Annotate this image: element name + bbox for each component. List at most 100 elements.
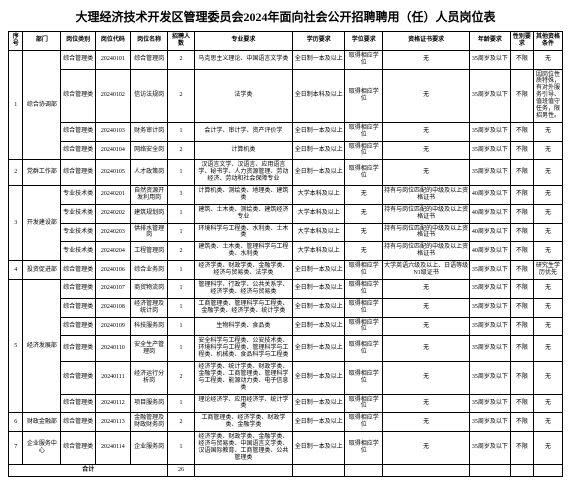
cell-num: 1 <box>168 279 194 298</box>
cell-cat: 综合管理类 <box>61 160 96 186</box>
total-value: 26 <box>168 464 194 476</box>
cell-edu: 全日制一本及以上 <box>293 141 345 160</box>
cell-num: 1 <box>168 298 194 317</box>
cell-cert: 无 <box>383 50 470 69</box>
table-row: 6财政金融部综合管理类20240113金融管理及财政财务岗2工商管理类、经济学类… <box>9 413 563 432</box>
cell-num: 1 <box>168 204 194 223</box>
cell-age: 35周岁及以下 <box>470 413 511 432</box>
cell-code: 20240112 <box>95 394 130 413</box>
cell-sex: 不限 <box>510 336 533 362</box>
cell-major: 马克思主义理论、中国语言文学类 <box>194 50 293 69</box>
table-row: 3开发建设部专业技术类20240201自然资源开发利用岗3计算机类、测绘类、地理… <box>9 186 563 205</box>
cell-age: 40周岁及以下 <box>470 223 511 242</box>
cell-name: 建筑规划岗 <box>130 204 168 223</box>
cell-major: 经济学类、财政学类、金融学类、经济与贸易类、中国语言文学类、汉语国际教育、工商管… <box>194 432 293 465</box>
cell-edu: 全日制一本及以上 <box>293 160 345 186</box>
cell-other: 无 <box>533 242 562 261</box>
cell-num: 1 <box>168 394 194 413</box>
cell-cert: 无 <box>383 432 470 465</box>
cell-sex: 不限 <box>510 432 533 465</box>
cell-dept: 综合协调部 <box>23 50 61 160</box>
cell-num: 1 <box>168 432 194 465</box>
page-title: 大理经济技术开发区管理委员会2024年面向社会公开招聘聘用（任）人员岗位表 <box>8 8 563 25</box>
column-header-age: 年龄要求 <box>470 32 511 51</box>
cell-code: 20240110 <box>95 336 130 362</box>
column-header-seq: 序号 <box>9 32 23 51</box>
cell-sex: 不限 <box>510 394 533 413</box>
cell-major: 生物科学类、食品类 <box>194 317 293 336</box>
column-header-cert: 资格证书要求 <box>383 32 470 51</box>
cell-sex: 不限 <box>510 160 533 186</box>
cell-cat: 综合管理类 <box>61 141 96 160</box>
cell-age: 35周岁及以下 <box>470 317 511 336</box>
cell-num: 2 <box>168 50 194 69</box>
cell-dept: 企业服务中心 <box>23 432 61 465</box>
cell-name: 金融管理及财政财务岗 <box>130 413 168 432</box>
cell-name: 网络安全岗 <box>130 141 168 160</box>
cell-age: 35周岁及以下 <box>470 432 511 465</box>
cell-sex: 不限 <box>510 223 533 242</box>
cell-other: 无 <box>533 279 562 298</box>
cell-other: 无 <box>533 298 562 317</box>
cell-age: 35周岁及以下 <box>470 50 511 69</box>
cell-code: 20240101 <box>95 50 130 69</box>
cell-code: 20240201 <box>95 186 130 205</box>
cell-deg: 取得相应学位 <box>345 141 383 160</box>
cell-cat: 综合管理类 <box>61 394 96 413</box>
table-row: 综合管理类20240104网络安全岗2计算机类全日制一本及以上取得相应学位无35… <box>9 141 563 160</box>
cell-edu: 全日制一本及以上 <box>293 279 345 298</box>
cell-sex: 不限 <box>510 204 533 223</box>
cell-sex: 不限 <box>510 317 533 336</box>
cell-age: 35周岁及以下 <box>470 141 511 160</box>
column-header-name: 岗位名称 <box>130 32 168 51</box>
cell-dept: 党群工作部 <box>23 160 61 186</box>
cell-code: 20240107 <box>95 279 130 298</box>
cell-dept: 财政金融部 <box>23 413 61 432</box>
cell-other: 无 <box>533 317 562 336</box>
table-total-row: 合计26 <box>9 464 563 476</box>
cell-deg: 取得相应学位 <box>345 413 383 432</box>
cell-num: 2 <box>168 69 194 122</box>
cell-sex: 不限 <box>510 50 533 69</box>
cell-other: 因岗位性质特殊，有对外服务引导、值班值守任务，限招男性。 <box>533 69 562 122</box>
table-row: 综合管理类20240103财务审计岗1会计学、审计学、资产评价学全日制一本及以上… <box>9 122 563 141</box>
cell-sex: 不限 <box>510 186 533 205</box>
cell-edu: 全日制本科及以上 <box>293 69 345 122</box>
column-header-dept: 部门 <box>23 32 61 51</box>
cell-cat: 综合管理类 <box>61 50 96 69</box>
cell-sex: 不限 <box>510 122 533 141</box>
cell-major: 工商管理类、管理科学与工程类、金融学类、经济学类、统计学类 <box>194 298 293 317</box>
cell-deg: 取得相应学位 <box>345 261 383 280</box>
table-row: 专业技术类20240203供排水管理岗1环境科学与工程类、水利类、土木类大学本科… <box>9 223 563 242</box>
cell-edu: 大学本科及以上 <box>293 242 345 261</box>
cell-major: 理论经济学、应用经济学、统计学类 <box>194 394 293 413</box>
cell-code: 20240113 <box>95 413 130 432</box>
column-header-major: 专业要求 <box>194 32 293 51</box>
table-row: 专业技术类20240204工程管理岗2建筑类、土木类、管理科学与工程类、水利类大… <box>9 242 563 261</box>
table-row: 2党群工作部综合管理类20240105人才政策岗1汉语言文学、汉语言、应用语言学… <box>9 160 563 186</box>
cell-major: 会计学、审计学、资产评价学 <box>194 122 293 141</box>
cell-other: 无 <box>533 186 562 205</box>
cell-edu: 全日制一本及以上 <box>293 432 345 465</box>
cell-num: 2 <box>168 141 194 160</box>
cell-other: 无 <box>533 394 562 413</box>
cell-num: 2 <box>168 242 194 261</box>
table-row: 综合管理类20240112项目服务岗1理论经济学、应用经济学、统计学类全日制一本… <box>9 394 563 413</box>
cell-cat: 综合管理类 <box>61 413 96 432</box>
cell-edu: 全日制一本及以上 <box>293 361 345 394</box>
cell-edu: 全日制一本及以上 <box>293 298 345 317</box>
cell-sex: 不限 <box>510 298 533 317</box>
cell-edu: 全日制一本及以上 <box>293 122 345 141</box>
cell-edu: 大学本科及以上 <box>293 186 345 205</box>
table-row: 综合管理类20240111经济运行分析岗2经济学类、统计学类、财政学类、金融学类… <box>9 361 563 394</box>
total-empty <box>470 464 511 476</box>
cell-deg: 取得相应学位 <box>345 69 383 122</box>
cell-seq: 1 <box>9 50 23 160</box>
cell-cat: 专业技术类 <box>61 242 96 261</box>
cell-name: 信访法规岗 <box>130 69 168 122</box>
column-header-sex: 性别要求 <box>510 32 533 51</box>
total-empty <box>383 464 470 476</box>
cell-other: 研究生学历优先 <box>533 261 562 280</box>
cell-cat: 专业技术类 <box>61 186 96 205</box>
cell-cert: 无 <box>383 317 470 336</box>
